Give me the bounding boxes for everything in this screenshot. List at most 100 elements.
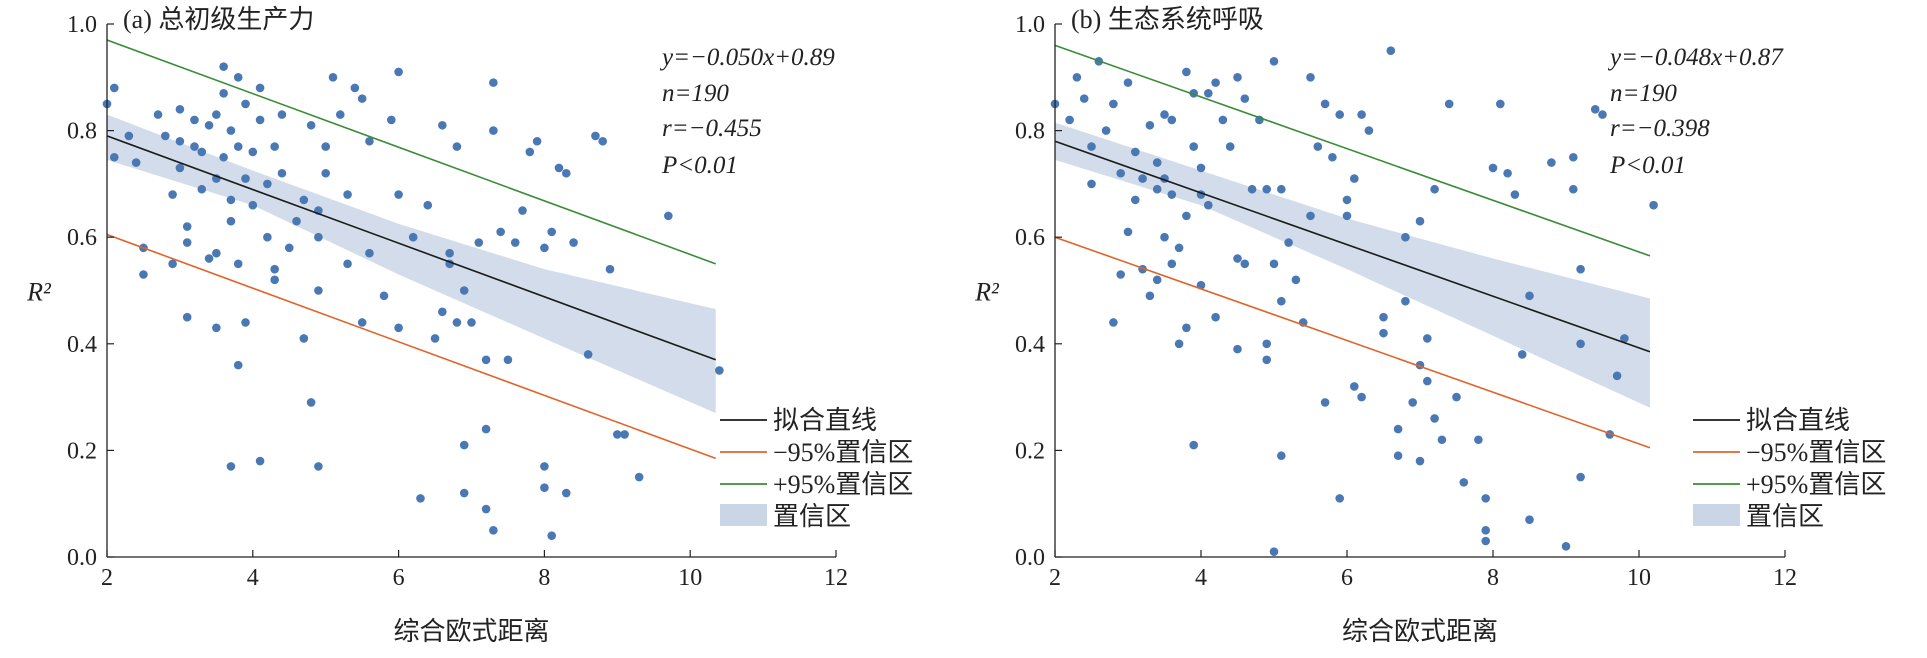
data-point: [1233, 254, 1242, 263]
data-point: [182, 238, 192, 247]
data-point: [561, 488, 571, 498]
stats-line: n=190: [1610, 80, 1677, 107]
data-point: [1342, 211, 1352, 221]
data-point: [1510, 190, 1520, 199]
data-point: [1087, 142, 1096, 151]
data-point: [190, 142, 199, 151]
data-point: [379, 291, 389, 301]
y-tick-label: 0.4: [1015, 332, 1045, 358]
data-point: [540, 243, 549, 253]
data-point: [1277, 451, 1286, 461]
data-point: [1496, 99, 1505, 109]
data-point: [168, 259, 177, 269]
data-point: [131, 158, 141, 167]
data-point: [1152, 275, 1162, 285]
data-point: [212, 248, 221, 258]
data-point: [1189, 440, 1198, 450]
data-point: [284, 243, 294, 253]
data-point: [204, 254, 214, 263]
y-tick-label: 1.0: [1015, 12, 1045, 38]
data-point: [1167, 259, 1177, 269]
data-point: [1459, 478, 1469, 487]
stats-line: n=190: [662, 80, 729, 107]
y-axis-label: R²: [26, 278, 52, 307]
data-point: [1240, 259, 1250, 269]
x-tick-label: 6: [1341, 565, 1353, 591]
data-point: [1401, 296, 1410, 306]
data-point: [1269, 57, 1279, 66]
data-point: [153, 110, 163, 119]
data-point: [1072, 73, 1082, 82]
legend-label: +95%置信区: [773, 470, 913, 499]
data-point: [459, 488, 469, 498]
data-point: [233, 73, 243, 82]
data-point: [1612, 371, 1622, 381]
data-point: [1138, 174, 1147, 183]
data-point: [197, 147, 207, 157]
data-point: [1182, 323, 1191, 333]
data-point: [598, 136, 608, 146]
y-tick-label: 0.8: [67, 119, 97, 145]
data-point: [1123, 78, 1133, 87]
x-tick-label: 4: [1195, 565, 1207, 591]
data-point: [1569, 184, 1578, 194]
data-point: [1152, 184, 1162, 194]
legend-swatch: [720, 504, 767, 526]
data-point: [277, 168, 287, 178]
chart-panel-b: 2 4 6 8 10 12 0.0 0.2 0.4 0.6 0.8 1.0 综合欧式距离 R² (b) 生态…: [960, 0, 1927, 653]
data-point: [1152, 158, 1162, 167]
data-point: [1415, 456, 1425, 466]
data-point: [489, 78, 498, 87]
data-point: [139, 270, 148, 279]
data-point: [314, 232, 323, 242]
data-point: [1306, 211, 1315, 221]
data-point: [357, 318, 367, 327]
data-point: [1401, 232, 1410, 242]
stats-line: r=−0.398: [1610, 115, 1710, 142]
data-point: [350, 83, 360, 93]
data-point: [1393, 424, 1403, 434]
data-point: [248, 200, 258, 210]
data-point: [387, 115, 396, 125]
data-point: [438, 307, 447, 317]
data-point: [1204, 88, 1213, 98]
chart-title: (b) 生态系统呼吸: [1071, 5, 1264, 34]
x-tick-label: 2: [1049, 565, 1061, 591]
data-point: [664, 211, 673, 221]
data-point: [1204, 200, 1213, 210]
stats-line: r=−0.455: [662, 115, 762, 142]
data-point: [1525, 291, 1534, 301]
data-point: [1131, 195, 1140, 205]
data-point: [233, 142, 243, 151]
data-point: [1233, 73, 1242, 82]
data-point: [1379, 312, 1388, 322]
data-point: [613, 430, 622, 439]
y-tick-label: 0.8: [1015, 119, 1045, 145]
data-point: [1335, 494, 1344, 503]
data-point: [481, 355, 491, 365]
data-point: [241, 174, 250, 183]
y-axis-label: R²: [974, 278, 1000, 307]
fit-line: [106, 135, 716, 361]
x-axis-label: 综合欧式距离: [1342, 617, 1498, 646]
data-point: [241, 99, 250, 109]
data-point: [292, 216, 301, 226]
data-point: [481, 504, 491, 514]
data-point: [1357, 110, 1366, 119]
data-point: [1145, 120, 1155, 130]
y-tick-label: 0.6: [67, 225, 97, 251]
data-point: [1320, 99, 1330, 109]
data-point: [1225, 142, 1235, 151]
legend-label: 拟合直线: [1746, 406, 1850, 435]
data-point: [605, 264, 615, 274]
data-point: [554, 163, 564, 173]
data-point: [591, 131, 600, 141]
data-point: [474, 238, 484, 247]
stats-line: y=−0.050x+0.89: [659, 44, 835, 71]
data-point: [634, 472, 644, 482]
data-point: [299, 195, 309, 205]
data-point: [1444, 99, 1454, 109]
data-point: [408, 232, 418, 242]
data-point: [1262, 355, 1271, 365]
data-point: [1423, 376, 1432, 386]
